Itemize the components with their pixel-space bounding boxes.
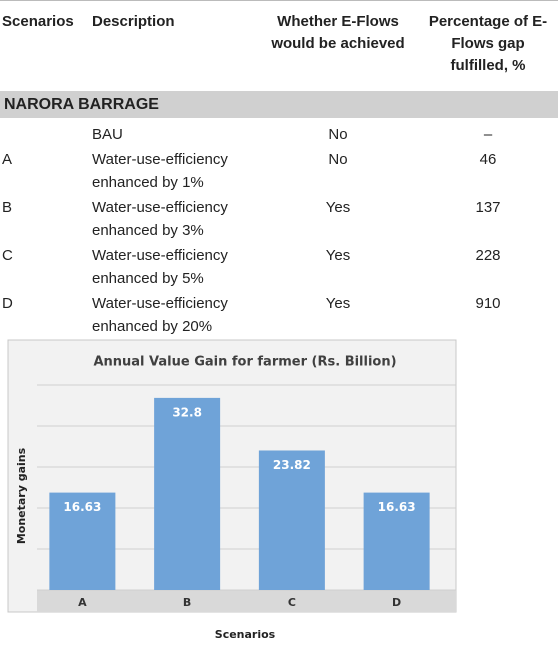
table-row: B Water-use-efficiency enhanced by 3% Yes 1… [0,195,558,243]
table-cell: 46 [479,151,497,168]
table-row: C Water-use-efficiency enhanced by 5% Yes 2… [0,243,558,291]
value-label: 32.8 [172,405,202,419]
value-label: 16.63 [378,500,416,514]
column-header: Percentage of E-Flows gap fulfilled, % [428,13,548,74]
table-cell: Water-use-efficiency enhanced by 5% [92,247,228,287]
table-cell: B [2,199,13,216]
table-row: A Water-use-efficiency enhanced by 1% No 46 [0,147,558,195]
chart-title: Annual Value Gain for farmer (Rs. Billio… [93,355,396,370]
bar [49,492,116,590]
value-label: 23.82 [273,458,311,472]
table-cell: – [483,126,493,143]
bar [363,492,430,590]
x-tick-label: B [183,596,191,609]
column-header: Description [92,13,175,30]
scenario-table: Scenarios Description Whether E-Flows woul… [0,0,558,339]
bar [154,397,221,590]
table-cell: Water-use-efficiency enhanced by 1% [92,151,228,191]
table-cell: Yes [325,295,351,312]
x-tick-label: D [392,596,401,609]
table-cell: A [2,151,13,168]
bar [258,450,325,590]
column-header: Whether E-Flows would be achieved [271,13,405,52]
x-tick-label: C [288,596,296,609]
table-cell [0,120,88,147]
table-cell: Yes [325,247,351,264]
section-row: NARORA BARRAGE [0,85,558,122]
table-cell: Water-use-efficiency enhanced by 3% [92,199,228,239]
column-header: Scenarios [2,13,74,30]
table-body: NARORA BARRAGE BAU No – A Water-use-efficien… [0,85,558,339]
x-axis-label: Scenarios [215,628,276,641]
value-label: 16.63 [63,500,101,514]
table-cell: 228 [475,247,501,264]
category-band [37,590,456,612]
table-cell: No [328,151,348,168]
table-cell: No [328,126,348,143]
table-cell: Water-use-efficiency enhanced by 20% [92,295,228,335]
table-cell: Yes [325,199,351,216]
table-row: BAU No – [0,120,558,147]
table-cell: C [2,247,13,264]
table-row: D Water-use-efficiency enhanced by 20% Yes… [0,291,558,339]
table-cell: 910 [475,295,501,312]
section-title: NARORA BARRAGE [0,85,558,122]
x-tick-label: A [78,596,87,609]
table-cell: 137 [475,199,501,216]
table-cell: BAU [92,126,123,143]
y-axis-label: Monetary gains [15,447,28,544]
chart: Annual Value Gain for farmer (Rs. Billio… [7,339,457,641]
header-row: Scenarios Description Whether E-Flows woul… [0,0,558,88]
table-cell: D [2,295,13,312]
